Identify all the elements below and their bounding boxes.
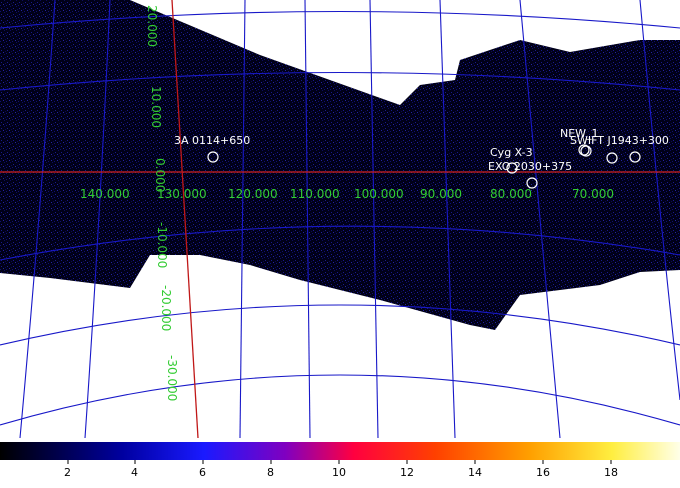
coordinate-grid bbox=[0, 0, 680, 438]
source-label: 3A 0114+650 bbox=[174, 134, 250, 147]
colorbar: 2 4 6 8 10 12 14 16 18 bbox=[0, 442, 680, 479]
lon-label-120: 120.000 bbox=[228, 187, 278, 201]
lon-label-130: 130.000 bbox=[157, 187, 207, 201]
colorbar-tick-18: 18 bbox=[604, 466, 618, 479]
source-swift-j1943-300[interactable]: SWIFT J1943+300 bbox=[570, 134, 669, 164]
source-exo-2030-375[interactable]: EXO 2030+375 bbox=[488, 160, 572, 189]
lat-label-neg10: -10.000 bbox=[155, 222, 169, 268]
source-cyg-x-3[interactable]: Cyg X-3 bbox=[490, 146, 533, 174]
colorbar-tick-4: 4 bbox=[131, 466, 138, 479]
lon-label-110: 110.000 bbox=[290, 187, 340, 201]
source-new-1[interactable]: NEW_1 bbox=[560, 127, 599, 157]
source-label: EXO 2030+375 bbox=[488, 160, 572, 173]
colorbar-tick-16: 16 bbox=[536, 466, 550, 479]
lat-label-neg20: -20.000 bbox=[159, 285, 173, 331]
sky-map-image[interactable]: 140.000 130.000 120.000 110.000 100.000 … bbox=[0, 0, 680, 438]
lon-label-140: 140.000 bbox=[80, 187, 130, 201]
lon-label-70: 70.000 bbox=[572, 187, 614, 201]
colorbar-tick-14: 14 bbox=[468, 466, 482, 479]
source-label: SWIFT J1943+300 bbox=[570, 134, 669, 147]
colorbar-tick-8: 8 bbox=[267, 466, 274, 479]
colorbar-tick-10: 10 bbox=[332, 466, 346, 479]
colorbar-tick-12: 12 bbox=[400, 466, 414, 479]
lat-label-0: 0.000 bbox=[153, 158, 167, 192]
colorbar-gradient bbox=[0, 442, 680, 460]
lon-label-80: 80.000 bbox=[490, 187, 532, 201]
colorbar-tick-6: 6 bbox=[199, 466, 206, 479]
lon-label-90: 90.000 bbox=[420, 187, 462, 201]
lon-label-100: 100.000 bbox=[354, 187, 404, 201]
exposure-region bbox=[0, 0, 680, 330]
lat-label-20: 20.000 bbox=[145, 5, 159, 47]
lat-label-neg30: -30.000 bbox=[165, 355, 179, 401]
source-label: Cyg X-3 bbox=[490, 146, 533, 159]
source-3a-0114-650[interactable]: 3A 0114+650 bbox=[174, 134, 250, 163]
source-label: NEW_1 bbox=[560, 127, 599, 140]
lat-label-10: 10.000 bbox=[149, 86, 163, 128]
colorbar-tick-2: 2 bbox=[64, 466, 71, 479]
longitude-axis-line bbox=[171, 0, 199, 438]
